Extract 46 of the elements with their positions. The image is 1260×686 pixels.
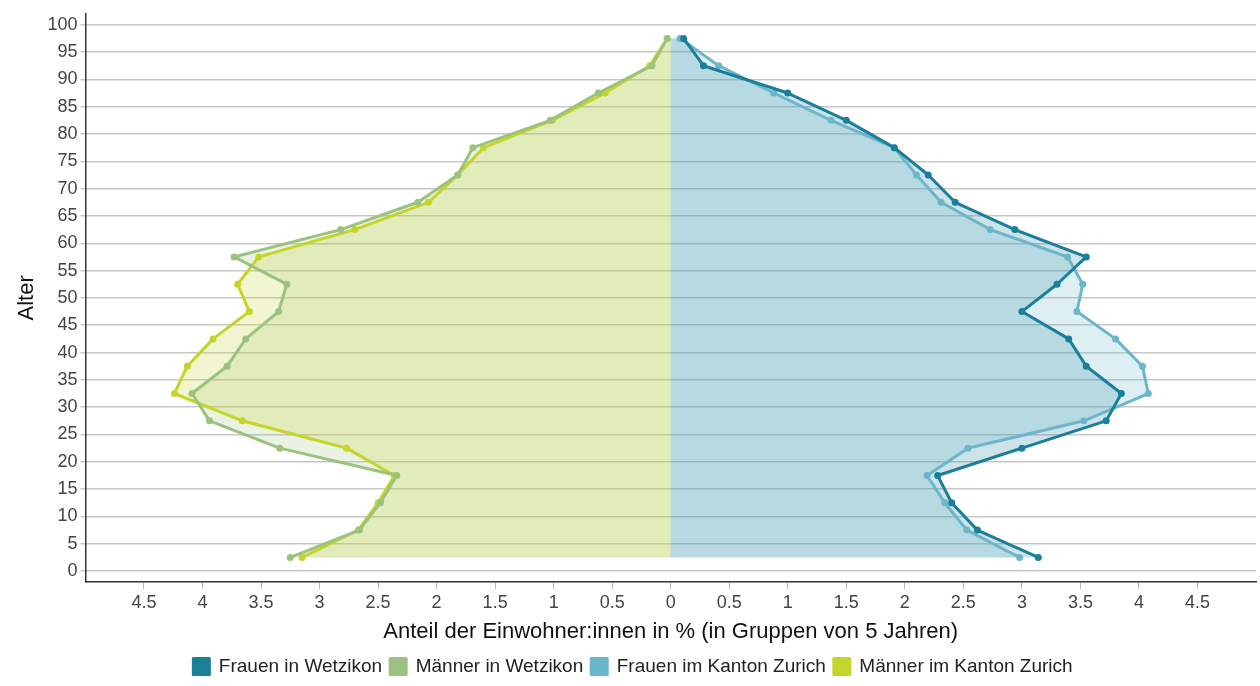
y-tick-label: 50 [57, 286, 78, 307]
x-tick-label: 1 [782, 591, 793, 612]
x-tick-label: 4 [1133, 591, 1144, 612]
y-tick-label: 90 [57, 68, 78, 89]
x-tick-label: 1 [548, 591, 559, 612]
y-tick-label: 80 [57, 122, 78, 143]
x-tick-label: 4.5 [1184, 591, 1210, 612]
y-tick-label: 35 [57, 368, 78, 389]
x-axis-title: Anteil der Einwohner:innen in % (in Gruppen von 5 Jahren) [383, 617, 959, 643]
y-tick-label: 75 [57, 150, 78, 171]
y-tick-label: 40 [57, 341, 78, 362]
y-tick-label: 10 [57, 505, 78, 526]
y-tick-label: 100 [47, 13, 78, 34]
x-tick-label: 4.5 [131, 591, 157, 612]
x-tick-label: 3 [1016, 591, 1027, 612]
legend-label: Männer in Wetzikon [415, 654, 584, 676]
y-tick-label: 25 [57, 423, 78, 444]
legend-label: Männer im Kanton Zurich [859, 654, 1073, 676]
x-tick-label: 3.5 [1067, 591, 1093, 612]
x-tick-label: 0.5 [716, 591, 742, 612]
x-tick-label: 0 [665, 591, 676, 612]
y-tick-label: 60 [57, 232, 78, 253]
y-tick-label: 95 [57, 41, 78, 62]
y-tick-label: 65 [57, 204, 78, 225]
legend-label: Frauen in Wetzikon [218, 654, 383, 676]
legend-label: Frauen im Kanton Zurich [616, 654, 826, 676]
y-tick-label: 5 [67, 532, 78, 553]
x-tick-label: 4 [197, 591, 208, 612]
y-tick-label: 70 [57, 177, 78, 198]
x-tick-label: 1.5 [482, 591, 508, 612]
y-tick-label: 0 [67, 560, 78, 581]
x-tick-label: 2 [899, 591, 910, 612]
x-tick-label: 2.5 [365, 591, 391, 612]
y-tick-label: 15 [57, 478, 78, 499]
x-tick-label: 2.5 [950, 591, 976, 612]
y-tick-label: 30 [57, 396, 78, 417]
y-tick-label: 55 [57, 259, 78, 280]
y-axis-title: Alter [13, 275, 39, 321]
y-tick-label: 45 [57, 314, 78, 335]
x-tick-label: 1.5 [833, 591, 859, 612]
y-tick-label: 85 [57, 95, 78, 116]
x-tick-label: 3.5 [248, 591, 274, 612]
x-tick-label: 2 [431, 591, 442, 612]
x-tick-label: 0.5 [599, 591, 625, 612]
x-tick-label: 3 [314, 591, 325, 612]
y-tick-label: 20 [57, 450, 78, 471]
